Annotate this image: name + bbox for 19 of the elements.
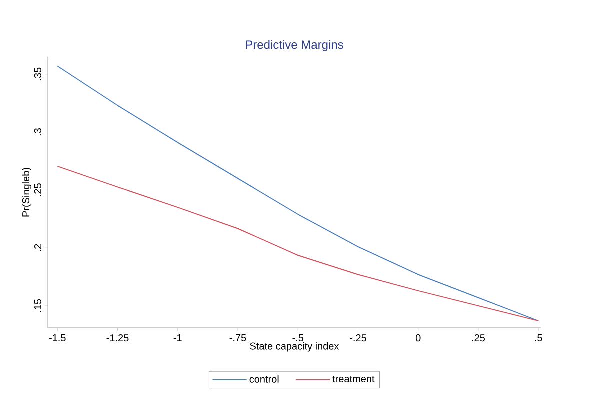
x-tick-label: .25 — [472, 334, 486, 342]
chart-title: Predictive Margins — [246, 40, 344, 52]
x-tick-label: -.75 — [230, 334, 246, 342]
y-tick-label: .25 — [34, 184, 42, 196]
y-tick-label: .35 — [34, 68, 42, 80]
x-tick-label: -1.25 — [106, 334, 129, 342]
y-tick-label: .15 — [34, 299, 42, 312]
y-tick-label: .2 — [34, 244, 42, 252]
legend-label: control — [250, 376, 279, 383]
x-tick-label: -1.5 — [49, 334, 66, 342]
y-tick-label: .3 — [34, 128, 42, 136]
x-tick-label: .5 — [535, 334, 542, 342]
x-tick-label: -.25 — [350, 334, 366, 342]
legend-label: treatment — [332, 376, 375, 383]
x-tick-label: 0 — [416, 334, 421, 342]
x-axis-title: State capacity index — [250, 342, 340, 352]
y-axis-title: Pr(Singleb) — [22, 168, 32, 217]
x-tick-label: -.5 — [292, 334, 304, 342]
x-tick-label: -1 — [174, 334, 182, 342]
